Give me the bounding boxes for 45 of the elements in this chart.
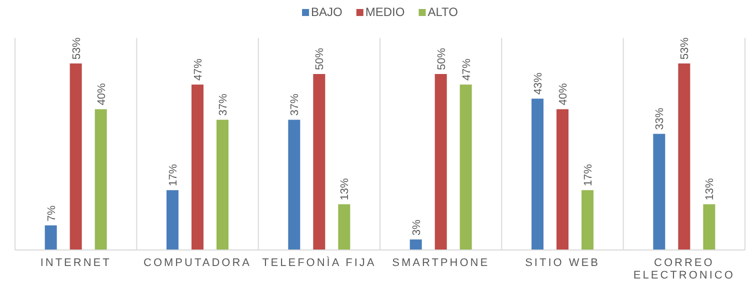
bar — [556, 109, 568, 250]
data-label: 53% — [679, 37, 692, 60]
bar — [410, 239, 422, 250]
bar — [94, 109, 107, 250]
data-label: 40% — [96, 82, 108, 106]
data-label: 37% — [289, 94, 302, 116]
data-label: 50% — [314, 48, 326, 70]
data-label: 17% — [582, 164, 594, 186]
bar — [44, 225, 57, 250]
data-label: 13% — [704, 178, 716, 200]
bar — [532, 98, 544, 250]
bar — [166, 190, 178, 250]
x-tick-label: TELEFONÌA FIJA — [262, 256, 376, 270]
data-label: 40% — [558, 82, 570, 106]
bar — [216, 120, 228, 250]
x-tick-label: SITIO WEB — [525, 257, 600, 270]
bar — [192, 84, 204, 250]
data-label: 7% — [46, 205, 58, 222]
data-label: 47% — [192, 58, 204, 81]
x-tick-label: SMARTPHONE — [392, 257, 490, 270]
bar — [678, 63, 690, 250]
data-label: 37% — [218, 94, 230, 116]
data-label: 33% — [654, 108, 666, 130]
data-label: 3% — [410, 219, 423, 236]
data-label: 53% — [70, 37, 83, 60]
bar — [460, 84, 472, 250]
data-label: 43% — [532, 72, 544, 95]
bar — [288, 120, 300, 250]
x-tick-label: INTERNET — [40, 257, 112, 270]
data-label: 17% — [168, 164, 180, 186]
x-tick-label: COMPUTADORA — [144, 257, 252, 270]
bar — [582, 190, 594, 250]
bar — [313, 74, 326, 250]
bar — [434, 74, 447, 250]
bar — [338, 204, 350, 250]
legend-label: ALTO — [428, 5, 458, 19]
data-label: 47% — [460, 58, 473, 81]
data-label: 13% — [339, 178, 352, 200]
data-label: 50% — [436, 48, 448, 70]
legend-label: BAJO — [311, 5, 342, 19]
bar — [653, 134, 666, 250]
bar — [703, 204, 716, 250]
legend-label: MEDIO — [365, 5, 405, 19]
bar — [70, 63, 82, 250]
x-tick-label: CORREO ELECTRONICO — [633, 257, 735, 282]
